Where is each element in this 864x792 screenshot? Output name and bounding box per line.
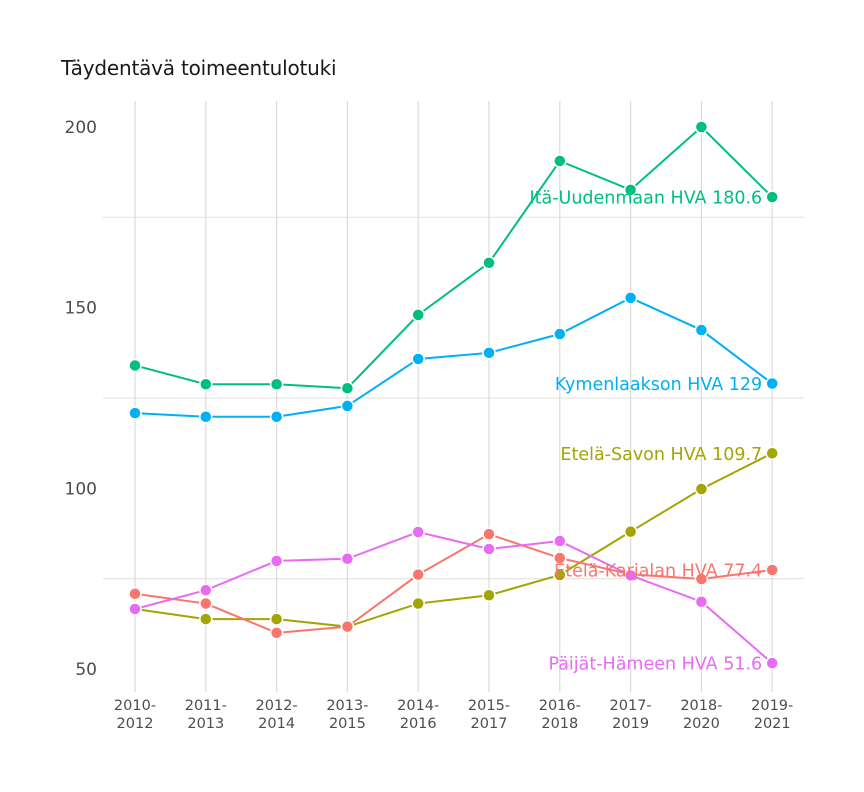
x-tick-label: 2020 bbox=[683, 716, 720, 732]
data-point bbox=[623, 568, 638, 583]
data-series bbox=[128, 120, 779, 670]
x-tick-label: 2014- bbox=[397, 698, 439, 714]
data-point bbox=[269, 626, 284, 640]
data-point bbox=[482, 346, 496, 360]
data-point bbox=[199, 377, 213, 391]
data-point bbox=[269, 554, 284, 568]
x-tick-label: 2019 bbox=[612, 716, 649, 732]
data-point bbox=[128, 358, 142, 373]
gridlines bbox=[103, 101, 804, 692]
data-point bbox=[411, 596, 425, 611]
x-tick-label: 2017- bbox=[610, 698, 652, 714]
data-point bbox=[340, 381, 355, 395]
data-point bbox=[269, 612, 284, 626]
x-tick-label: 2017 bbox=[471, 716, 508, 732]
x-tick-label: 2010- bbox=[114, 698, 156, 714]
data-point bbox=[623, 183, 638, 197]
x-tick-label: 2012 bbox=[117, 716, 154, 732]
series-itä-uudenmaan-hva bbox=[128, 120, 779, 395]
x-tick-label: 2016- bbox=[539, 698, 581, 714]
data-point bbox=[765, 190, 779, 204]
series-line bbox=[134, 125, 773, 390]
y-axis-tick-labels: 50 100 150 200 bbox=[65, 118, 97, 680]
data-point bbox=[482, 542, 496, 556]
data-point bbox=[694, 120, 709, 134]
data-point bbox=[623, 524, 638, 539]
x-tick-label: 2018 bbox=[541, 716, 578, 732]
series-end-label: Etelä-Savon HVA 109.7 bbox=[560, 445, 762, 465]
series-line bbox=[134, 296, 773, 418]
data-point bbox=[269, 410, 284, 424]
series-end-label: Kymenlaakson HVA 129 bbox=[555, 375, 762, 395]
series-line bbox=[134, 533, 773, 634]
x-tick-label: 2015 bbox=[329, 716, 366, 732]
data-point bbox=[765, 376, 779, 391]
series-etelä-karjalan-hva bbox=[128, 527, 779, 640]
x-tick-label: 2013 bbox=[187, 716, 224, 732]
data-point bbox=[128, 587, 142, 601]
x-tick-label: 2019- bbox=[751, 698, 793, 714]
data-point bbox=[765, 656, 779, 670]
data-point bbox=[411, 352, 425, 366]
data-point bbox=[411, 525, 425, 539]
data-point bbox=[553, 154, 567, 168]
data-point bbox=[623, 291, 638, 305]
data-point bbox=[694, 594, 709, 609]
data-point bbox=[199, 612, 213, 626]
data-point bbox=[128, 602, 142, 616]
x-axis-tick-labels: 2010- 2012 2011- 2013 2012- 2014 2013- 2015 2014… bbox=[114, 698, 793, 732]
series-line bbox=[134, 530, 773, 664]
y-tick-label: 100 bbox=[65, 479, 97, 499]
data-point bbox=[411, 567, 425, 582]
x-tick-label: 2018- bbox=[680, 698, 722, 714]
series-end-label: Itä-Uudenmaan HVA 180.6 bbox=[529, 189, 762, 209]
data-point bbox=[269, 377, 284, 391]
x-tick-label: 2015- bbox=[468, 698, 510, 714]
y-tick-label: 50 bbox=[75, 660, 97, 680]
y-tick-label: 200 bbox=[65, 118, 97, 138]
data-point bbox=[199, 410, 213, 424]
data-point bbox=[482, 588, 496, 602]
end-labels: Itä-Uudenmaan HVA 180.6 Kymenlaakson HVA … bbox=[529, 189, 762, 675]
data-point bbox=[199, 583, 213, 597]
data-point bbox=[553, 534, 567, 548]
x-tick-label: 2021 bbox=[754, 716, 791, 732]
data-point bbox=[340, 552, 355, 566]
data-point bbox=[694, 323, 709, 337]
data-point bbox=[482, 256, 496, 270]
data-point bbox=[340, 619, 355, 634]
data-point bbox=[553, 327, 567, 341]
series-kymenlaakson-hva bbox=[128, 291, 779, 424]
x-tick-label: 2012- bbox=[256, 698, 298, 714]
data-point bbox=[340, 399, 355, 413]
series-end-label: Päijät-Hämeen HVA 51.6 bbox=[548, 655, 762, 675]
x-tick-label: 2011- bbox=[185, 698, 227, 714]
x-tick-label: 2016 bbox=[400, 716, 437, 732]
y-tick-label: 150 bbox=[65, 299, 97, 319]
data-point bbox=[694, 572, 709, 586]
data-point bbox=[553, 551, 567, 565]
data-point bbox=[482, 527, 496, 541]
x-tick-label: 2014 bbox=[258, 716, 295, 732]
data-point bbox=[411, 308, 425, 322]
series-end-label: Etelä-Karjalan HVA 77.4 bbox=[554, 561, 762, 581]
chart-title: Täydentävä toimeentulotuki bbox=[61, 56, 337, 80]
data-point bbox=[694, 482, 709, 496]
data-point bbox=[765, 446, 779, 461]
data-point bbox=[128, 406, 142, 420]
x-tick-label: 2013- bbox=[326, 698, 368, 714]
data-point bbox=[199, 596, 213, 611]
series-päijät-hämeen-hva bbox=[128, 525, 779, 670]
data-point bbox=[553, 568, 567, 582]
data-point bbox=[765, 563, 779, 577]
